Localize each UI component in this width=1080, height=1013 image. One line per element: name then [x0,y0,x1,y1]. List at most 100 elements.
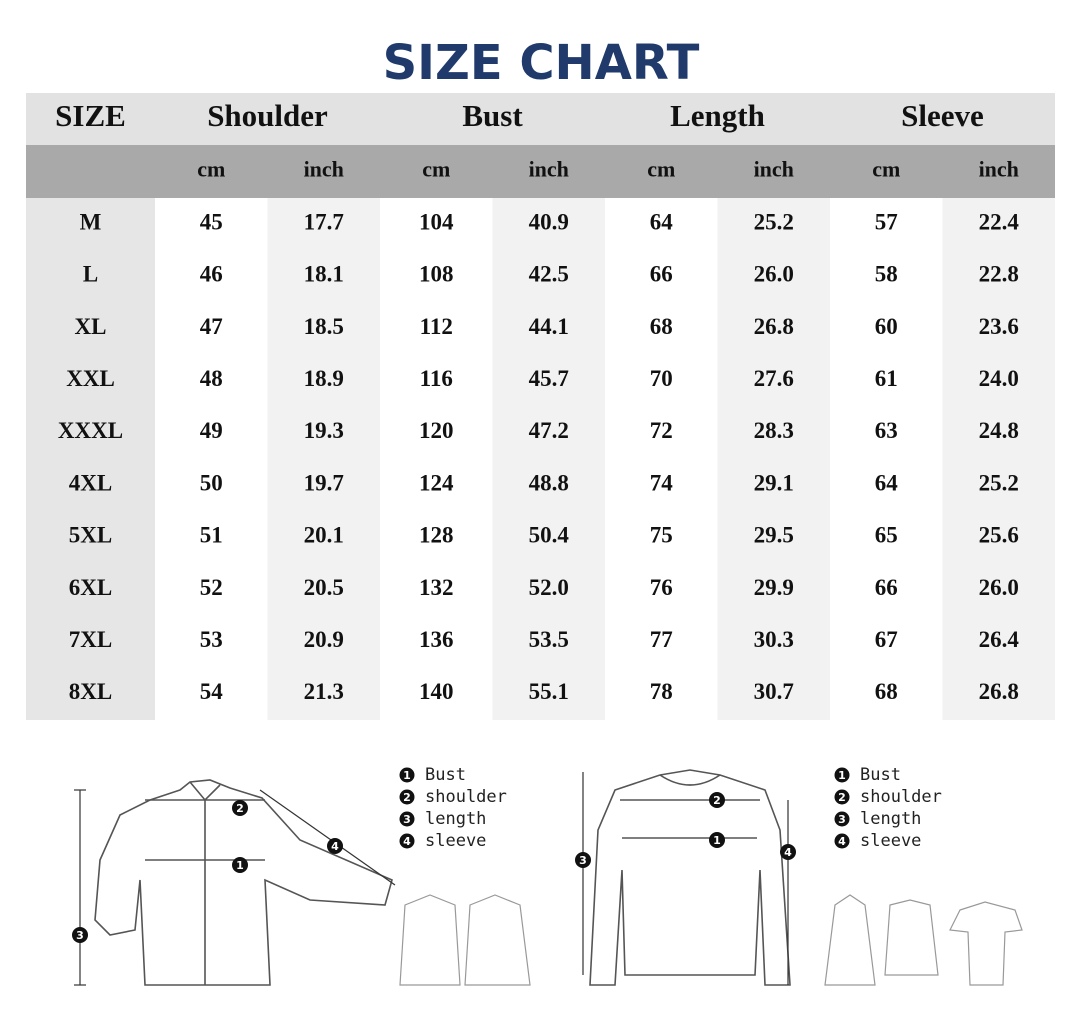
unit-header: cm [422,157,450,182]
measurement-cell: 21.3 [304,679,344,704]
inch-column-bg [492,198,605,720]
measurement-cell: 53 [200,627,223,652]
measurement-cell: 49 [200,418,223,443]
measurement-cell: 54 [200,679,224,704]
unit-header: inch [754,157,794,182]
unit-header: cm [872,157,900,182]
legend-bullet [834,789,850,805]
legend-bullet [834,811,850,827]
page-title: SIZE CHART [383,35,700,91]
measurement-cell: 76 [650,575,673,600]
measurement-cell: 51 [200,523,223,548]
size-label: 8XL [69,679,112,704]
measurement-cell: 26.0 [979,575,1019,600]
measurement-cell: 77 [650,627,673,652]
size-column-bg [26,198,155,720]
legend-number: 3 [838,813,846,826]
column-header: Sleeve [901,98,984,133]
measurement-cell: 24.8 [979,418,1019,443]
measurement-cell: 25.2 [754,209,794,234]
column-header: SIZE [55,98,126,133]
measurement-cell: 65 [875,523,898,548]
measurement-cell: 112 [420,314,453,339]
legend-label: Bust [860,765,901,785]
unit-header: inch [304,157,344,182]
legend-label: sleeve [860,831,921,851]
marker-number: 3 [76,929,84,942]
measurement-cell: 53.5 [529,627,569,652]
size-label: XXXL [58,418,123,443]
legend-label: shoulder [425,787,507,807]
measurement-cell: 20.5 [304,575,344,600]
legend-label: sleeve [425,831,486,851]
column-header: Shoulder [207,98,328,133]
legend-bullet [399,767,415,783]
measurement-cell: 136 [419,627,454,652]
marker-number: 2 [236,802,244,815]
marker-number: 2 [713,794,721,807]
measurement-cell: 26.0 [754,262,794,287]
measurement-cell: 48.8 [529,470,569,495]
legend-label: length [425,809,486,829]
legend-label: length [860,809,921,829]
measurement-cell: 128 [419,523,454,548]
measurement-cell: 20.9 [304,627,344,652]
measurement-cell: 44.1 [529,314,569,339]
measurement-cell: 27.6 [754,366,794,391]
header-row-bg [26,93,1055,145]
measurement-cell: 45 [200,209,223,234]
measurement-cell: 61 [875,366,898,391]
measurement-cell: 64 [650,209,674,234]
measurement-cell: 17.7 [304,209,344,234]
measurement-cell: 45.7 [529,366,569,391]
legend-bullet [399,811,415,827]
measurement-cell: 132 [419,575,454,600]
measurement-cell: 30.7 [754,679,794,704]
measurement-cell: 29.1 [754,470,794,495]
measurement-cell: 124 [419,470,454,495]
measurement-cell: 63 [875,418,898,443]
measurement-cell: 18.1 [304,262,344,287]
size-label: XL [75,314,107,339]
legend-bullet [399,833,415,849]
measurement-cell: 29.5 [754,523,794,548]
measurement-cell: 22.4 [979,209,1020,234]
measurement-cell: 18.9 [304,366,344,391]
measurement-cell: 40.9 [529,209,569,234]
measurement-cell: 116 [420,366,453,391]
measurement-cell: 75 [650,523,673,548]
measurement-cell: 26.8 [754,314,794,339]
unit-row-bg [26,145,1055,198]
marker-number: 4 [331,840,339,853]
measurement-cell: 25.2 [979,470,1019,495]
size-label: 4XL [69,470,112,495]
marker-number: 1 [713,834,721,847]
legend-number: 1 [838,769,846,782]
measurement-cell: 67 [875,627,898,652]
column-header: Length [670,98,765,133]
measurement-cell: 20.1 [304,523,344,548]
dress-shirt-diagram: 3 2 1 4 [72,779,531,986]
measurement-cell: 70 [650,366,673,391]
measurement-cell: 55.1 [529,679,569,704]
measurement-cell: 58 [875,262,898,287]
measurement-cell: 22.8 [979,262,1019,287]
size-label: 6XL [69,575,112,600]
legend-bullet [834,767,850,783]
column-header: Bust [462,98,523,133]
measurement-cell: 108 [419,262,454,287]
measurement-cell: 42.5 [529,262,569,287]
inch-column-bg [267,198,380,720]
measurement-cell: 46 [200,262,223,287]
measurement-cell: 64 [875,470,899,495]
measurement-cell: 57 [875,209,898,234]
measurement-cell: 24.0 [979,366,1019,391]
marker-number: 3 [579,854,587,867]
measurement-cell: 18.5 [304,314,344,339]
legend-number: 4 [403,835,411,848]
size-label: XXL [66,366,115,391]
size-label: 5XL [69,523,112,548]
marker-number: 1 [236,859,244,872]
legend-number: 2 [838,791,846,804]
measurement-cell: 25.6 [979,523,1019,548]
